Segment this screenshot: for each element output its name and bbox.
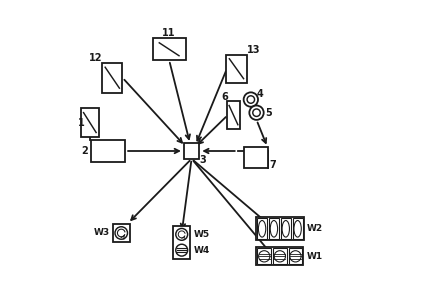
Text: W5: W5 — [194, 230, 210, 239]
Bar — [257, 218, 267, 239]
Text: 4: 4 — [257, 89, 264, 99]
Circle shape — [249, 105, 264, 120]
Circle shape — [244, 92, 258, 107]
Text: W2: W2 — [307, 224, 323, 233]
Circle shape — [115, 227, 128, 239]
Text: 2: 2 — [81, 146, 88, 156]
Circle shape — [259, 251, 270, 262]
Text: W4: W4 — [194, 246, 210, 255]
Text: 1: 1 — [78, 117, 85, 127]
Bar — [91, 140, 125, 162]
Text: 13: 13 — [247, 45, 260, 55]
Bar — [269, 218, 279, 239]
Bar — [293, 218, 303, 239]
Text: 7: 7 — [269, 160, 276, 170]
Ellipse shape — [282, 220, 289, 237]
Text: 11: 11 — [162, 27, 176, 37]
Bar — [81, 108, 99, 137]
Bar — [153, 38, 186, 60]
Bar — [112, 224, 130, 242]
Text: W1: W1 — [307, 252, 323, 261]
Bar — [256, 217, 304, 240]
Bar — [281, 218, 291, 239]
Ellipse shape — [258, 220, 266, 237]
Bar — [184, 143, 199, 159]
Bar — [244, 147, 268, 168]
Bar — [227, 101, 240, 129]
Circle shape — [176, 244, 188, 256]
Text: 3: 3 — [199, 155, 206, 165]
Text: W3: W3 — [94, 229, 110, 237]
Text: 6: 6 — [222, 92, 228, 101]
Circle shape — [176, 228, 188, 240]
Text: 12: 12 — [89, 53, 103, 63]
Bar — [256, 247, 303, 265]
Bar — [289, 248, 302, 265]
Bar — [102, 63, 123, 93]
Text: 5: 5 — [265, 108, 272, 118]
Ellipse shape — [294, 220, 301, 237]
Circle shape — [253, 109, 260, 117]
Circle shape — [290, 251, 301, 262]
Circle shape — [247, 96, 255, 103]
Bar — [226, 54, 247, 83]
Ellipse shape — [270, 220, 277, 237]
Bar — [273, 248, 287, 265]
Bar — [173, 226, 190, 259]
Bar — [257, 248, 271, 265]
Circle shape — [274, 251, 285, 262]
